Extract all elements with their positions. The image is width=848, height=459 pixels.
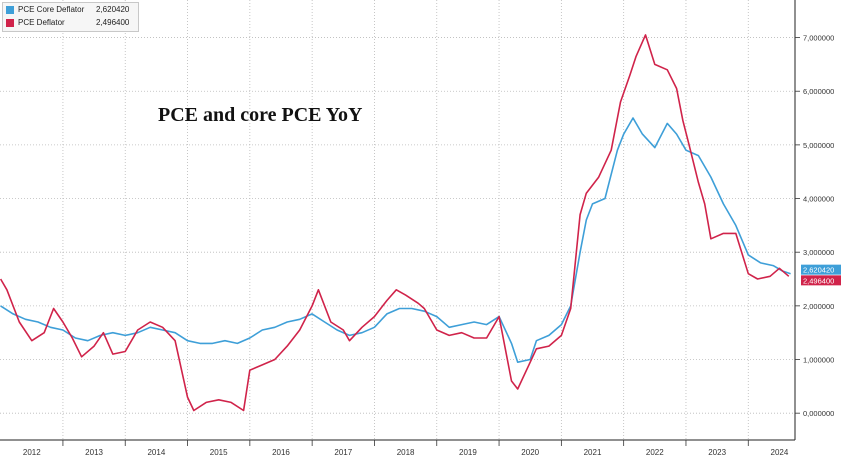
- x-tick-label: 2019: [459, 448, 477, 457]
- x-tick-label: 2020: [521, 448, 539, 457]
- x-tick-label: 2021: [584, 448, 602, 457]
- series-lines: [0, 34, 791, 412]
- last-value-tag-pce: [801, 275, 841, 286]
- x-tick-label: 2017: [334, 448, 352, 457]
- legend-swatch-pce: [6, 18, 14, 27]
- x-tick-label: 2018: [397, 448, 415, 457]
- y-tick-label: 4,000000: [803, 195, 834, 204]
- chart-title: PCE and core PCE YoY: [158, 104, 363, 126]
- y-tick-label: 3,000000: [803, 248, 834, 257]
- x-tick-label: 2023: [708, 448, 726, 457]
- x-tick-label: 2014: [147, 448, 165, 457]
- y-tick-label: 7,000000: [803, 34, 834, 43]
- x-axis: 2012 2013 2014 2015 2016 2017 2018 2019 2020 2021…: [23, 440, 789, 457]
- y-tick-label: 6,000000: [803, 87, 834, 96]
- y-axis: 0,000000 1,000000 2,000000 3,000000 4,000000…: [795, 34, 834, 418]
- chart-grid: [0, 0, 795, 440]
- x-tick-label: 2022: [646, 448, 664, 457]
- series-line-core: [0, 117, 791, 363]
- legend-value-core: 2,620420: [96, 5, 130, 14]
- x-tick-label: 2012: [23, 448, 41, 457]
- last-value-label-pce: 2,496400: [803, 276, 834, 285]
- x-tick-label: 2024: [771, 448, 789, 457]
- x-tick-label: 2015: [210, 448, 228, 457]
- y-tick-label: 1,000000: [803, 356, 834, 365]
- legend-value-pce: 2,496400: [96, 18, 130, 27]
- y-tick-label: 2,000000: [803, 302, 834, 311]
- x-tick-label: 2013: [85, 448, 103, 457]
- x-tick-label: 2016: [272, 448, 290, 457]
- y-tick-label: 0,000000: [803, 409, 834, 418]
- legend-swatch-core: [6, 5, 14, 14]
- legend-label-pce: PCE Deflator: [18, 18, 65, 27]
- legend: PCE Core Deflator 2,620420 PCE Deflator …: [2, 2, 139, 32]
- legend-label-core: PCE Core Deflator: [18, 5, 85, 14]
- y-tick-label: 5,000000: [803, 141, 834, 150]
- series-line-pce: [0, 34, 790, 412]
- last-value-label-core: 2,620420: [803, 266, 834, 275]
- legend-item-core: PCE Core Deflator 2,620420: [3, 3, 138, 16]
- last-value-tag-core: [801, 264, 841, 275]
- legend-item-pce: PCE Deflator 2,496400: [3, 16, 138, 29]
